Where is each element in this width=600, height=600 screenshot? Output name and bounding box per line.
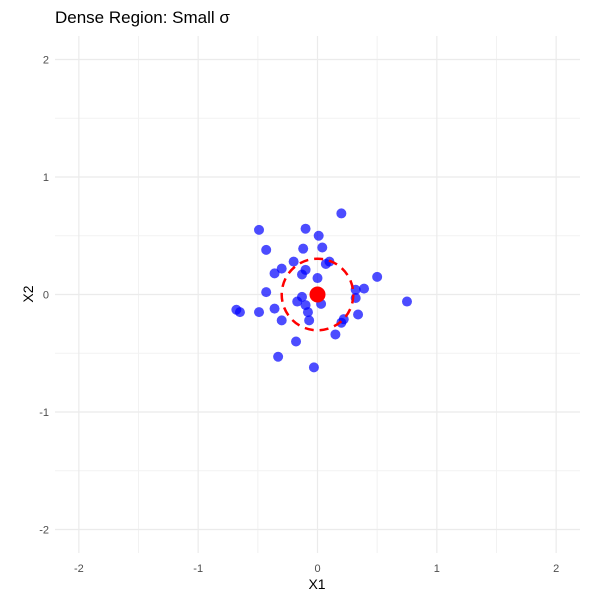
data-point (254, 307, 265, 318)
data-point (302, 307, 313, 318)
y-tick-label: -2 (39, 525, 49, 537)
data-point (273, 351, 284, 362)
x-tick-label: 0 (314, 563, 320, 575)
data-point (300, 223, 311, 234)
y-tick-label: 2 (43, 55, 49, 67)
x-tick-label: -1 (193, 563, 203, 575)
y-tick-label: 0 (43, 290, 49, 302)
data-point (320, 258, 331, 269)
data-point (312, 273, 323, 284)
data-point (298, 243, 309, 254)
x-tick-label: 1 (434, 563, 440, 575)
radius-circle (280, 257, 355, 332)
data-point (308, 362, 319, 373)
data-point (330, 329, 341, 340)
data-point (372, 271, 383, 282)
data-point (317, 242, 328, 253)
data-point (359, 283, 370, 294)
x-axis-label: X1 (308, 576, 325, 592)
overlay (280, 257, 355, 332)
grid (55, 36, 580, 553)
y-axis-label: X2 (20, 285, 36, 302)
data-point (234, 307, 245, 318)
center-point (309, 286, 326, 303)
y-tick-label: -1 (39, 407, 49, 419)
data-point (401, 296, 412, 307)
data-point (261, 287, 272, 298)
data-point (269, 268, 280, 279)
data-point (276, 263, 287, 274)
data-point (336, 208, 347, 219)
tick-labels: -2 -1 0 1 2 -2 -1 0 1 2 (39, 55, 559, 576)
y-tick-label: 1 (43, 172, 49, 184)
data-point (304, 315, 315, 326)
x-tick-label: 2 (553, 563, 559, 575)
data-point (288, 256, 299, 267)
chart-title: Dense Region: Small σ (55, 8, 230, 27)
data-point (254, 224, 265, 235)
data-point (261, 244, 272, 255)
data-point (296, 269, 307, 280)
data-point (276, 315, 287, 326)
x-tick-label: -2 (74, 563, 84, 575)
data-point (313, 230, 324, 241)
data-point (291, 336, 302, 347)
data-point (269, 303, 280, 314)
data-point (292, 296, 303, 307)
data-point (353, 309, 364, 320)
